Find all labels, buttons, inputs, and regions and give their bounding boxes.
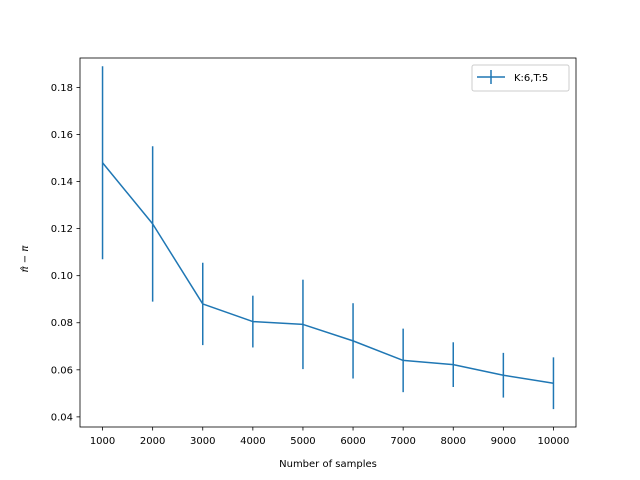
x-tick-label: 1000 [90,436,115,447]
y-axis-label: π̂ − π [19,245,31,273]
legend-series-label: K:6,T:5 [514,73,548,84]
y-tick-label: 0.04 [51,412,73,423]
x-tick-label: 9000 [491,436,516,447]
legend-box [471,64,570,92]
x-tick-label: 5000 [290,436,315,447]
series-line [101,162,554,384]
x-tick-label: 8000 [441,436,466,447]
y-tick-label: 0.12 [51,224,73,235]
y-tick-label: 0.10 [51,271,73,282]
y-tick-label: 0.14 [51,177,73,188]
y-tick-label: 0.08 [51,318,73,329]
x-tick-label: 10000 [538,436,570,447]
y-tick-label: 0.18 [51,83,73,94]
x-tick-label: 4000 [240,436,265,447]
legend: K:6,T:5 [471,64,570,92]
y-tick-label: 0.16 [51,130,73,141]
y-tick-label: 0.06 [51,365,73,376]
x-tick-label: 3000 [190,436,215,447]
x-tick-label: 2000 [140,436,165,447]
plot-frame [79,57,577,428]
x-axis-label: Number of samples [279,459,377,470]
x-tick-label: 7000 [390,436,415,447]
x-tick-label: 6000 [340,436,365,447]
plot-layer: 1000 2000 3000 4000 5000 6000 7000 8000 9000 1000… [51,57,577,447]
